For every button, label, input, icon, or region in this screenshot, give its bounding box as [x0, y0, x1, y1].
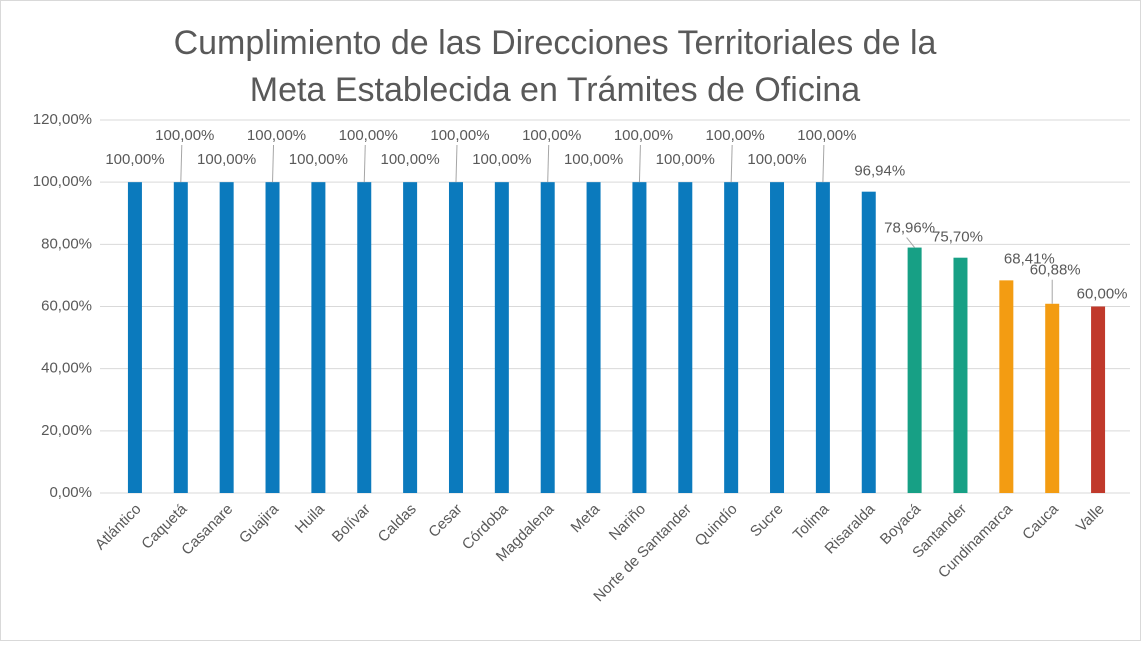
bar	[861, 191, 876, 493]
bar	[494, 182, 509, 493]
value-label: 78,96%	[884, 220, 935, 237]
x-tick-label: Quindío	[692, 501, 741, 550]
bar	[219, 182, 234, 493]
y-tick-label: 40,00%	[41, 360, 92, 377]
y-tick-label: 100,00%	[33, 173, 92, 190]
value-label: 100,00%	[339, 127, 398, 144]
value-label: 100,00%	[656, 151, 715, 168]
chart-title: Cumplimiento de las Direcciones Territor…	[174, 24, 937, 62]
bar	[770, 182, 785, 493]
y-tick-label: 80,00%	[41, 235, 92, 252]
value-label: 100,00%	[289, 151, 348, 168]
x-tick-label: Sucre	[747, 501, 787, 541]
x-tick-label: Risaralda	[822, 500, 879, 557]
leader-line	[547, 144, 550, 183]
value-label: 100,00%	[381, 151, 440, 168]
y-tick-label: 120,00%	[33, 111, 92, 128]
leader-line	[906, 237, 916, 248]
x-tick-label: Valle	[1073, 501, 1108, 536]
y-tick-label: 60,00%	[41, 297, 92, 314]
value-label: 75,70%	[932, 229, 983, 246]
x-tick-label: Cauca	[1019, 500, 1062, 543]
value-label: 60,88%	[1030, 262, 1081, 279]
bar	[265, 182, 280, 493]
value-label: 100,00%	[614, 127, 673, 144]
y-tick-label: 0,00%	[49, 484, 92, 501]
leader-line	[822, 144, 825, 183]
bar	[1045, 303, 1060, 493]
leader-line	[272, 144, 275, 183]
value-label: 100,00%	[564, 151, 623, 168]
value-label: 100,00%	[430, 127, 489, 144]
x-tick-label: Atlántico	[92, 501, 145, 554]
leader-line	[455, 144, 458, 183]
leader-line	[363, 144, 366, 183]
bar	[1091, 306, 1106, 493]
x-tick-label: Caldas	[375, 501, 420, 546]
bar	[357, 182, 372, 493]
bar	[632, 182, 647, 493]
bar	[403, 182, 418, 493]
bar	[907, 247, 922, 493]
value-label: 96,94%	[854, 163, 905, 180]
x-tick-label: Meta	[568, 500, 604, 536]
x-tick-label: Bolívar	[329, 501, 374, 546]
x-tick-label: Nariño	[606, 501, 649, 544]
value-label: 100,00%	[247, 127, 306, 144]
x-tick-label: Tolima	[790, 500, 833, 543]
leader-line	[638, 144, 641, 183]
bar	[540, 182, 555, 493]
value-label: 60,00%	[1077, 285, 1128, 302]
bar	[586, 182, 601, 493]
y-tick-label: 20,00%	[41, 422, 92, 439]
bar	[724, 182, 739, 493]
bar	[448, 182, 463, 493]
value-label: 100,00%	[522, 127, 581, 144]
bar	[173, 182, 188, 493]
bar	[127, 182, 142, 493]
value-label: 100,00%	[105, 151, 164, 168]
chart-title: Meta Establecida en Trámites de Oficina	[250, 71, 860, 109]
bar	[999, 280, 1014, 493]
leader-line	[730, 144, 733, 183]
value-label: 100,00%	[706, 127, 765, 144]
bar	[815, 182, 830, 493]
x-tick-label: Guajira	[236, 500, 283, 547]
bar	[678, 182, 693, 493]
value-label: 100,00%	[155, 127, 214, 144]
x-tick-label: Huila	[292, 500, 329, 537]
bar	[953, 257, 968, 493]
value-label: 100,00%	[747, 151, 806, 168]
bar	[311, 182, 326, 493]
value-label: 100,00%	[197, 151, 256, 168]
value-label: 100,00%	[797, 127, 856, 144]
value-label: 68,41%	[1004, 250, 1055, 267]
leader-line	[180, 144, 183, 183]
value-label: 100,00%	[472, 151, 531, 168]
x-tick-label: Cesar	[425, 501, 465, 541]
